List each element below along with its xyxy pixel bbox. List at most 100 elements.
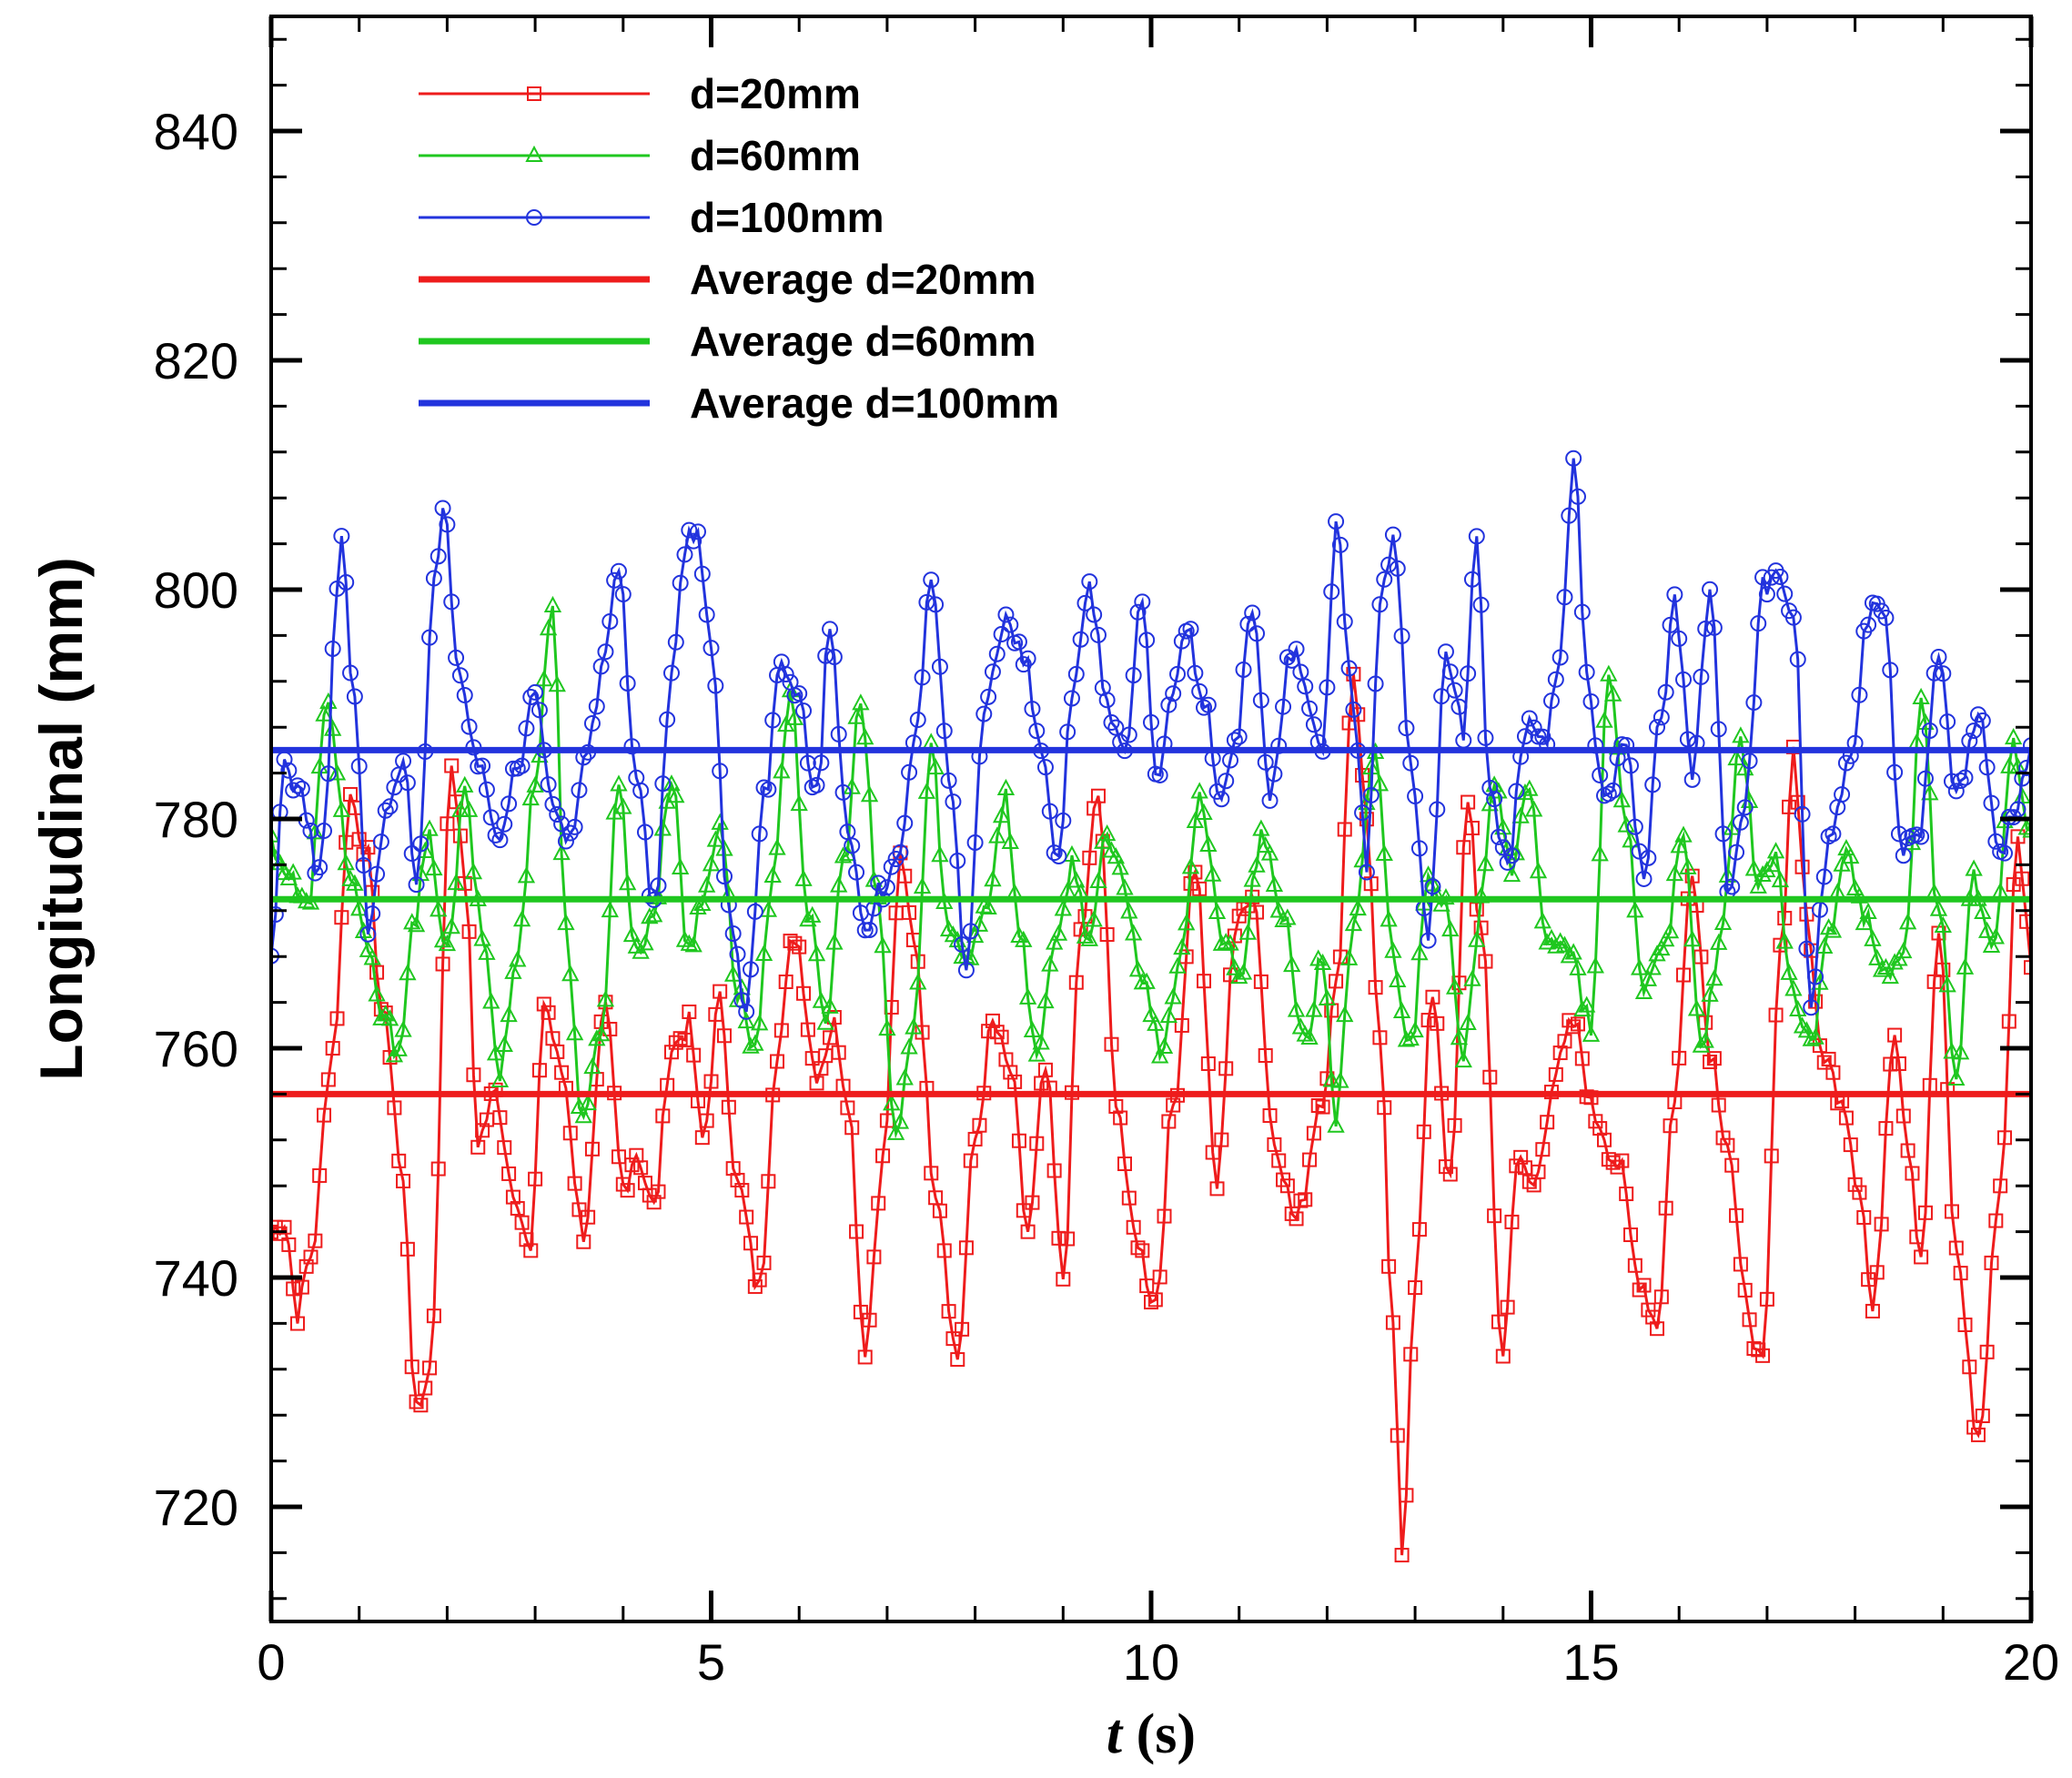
data-point bbox=[1852, 1185, 1867, 1200]
data-point bbox=[557, 914, 575, 931]
data-point bbox=[470, 1139, 486, 1155]
data-point bbox=[1336, 1005, 1354, 1023]
data-point bbox=[1797, 1021, 1816, 1038]
data-point bbox=[531, 745, 549, 763]
data-point bbox=[1085, 910, 1103, 927]
data-point bbox=[583, 1056, 601, 1075]
data-point bbox=[1591, 844, 1609, 862]
data-point bbox=[1874, 1217, 1889, 1232]
data-point bbox=[1649, 719, 1666, 736]
data-point bbox=[1727, 748, 1745, 766]
data-point bbox=[1776, 585, 1794, 602]
legend-label: Average d=100mm bbox=[690, 379, 1059, 427]
data-point bbox=[1138, 631, 1156, 649]
data-point bbox=[1516, 728, 1533, 745]
data-point bbox=[1885, 953, 1904, 970]
data-point bbox=[1503, 847, 1521, 864]
data-point bbox=[1063, 690, 1080, 707]
data-point bbox=[1824, 825, 1842, 843]
data-point bbox=[1900, 1143, 1915, 1158]
data-point bbox=[1912, 687, 1930, 704]
y-axis-label: Longitudinal (mm) bbox=[27, 557, 95, 1081]
data-point bbox=[878, 1018, 896, 1036]
data-point bbox=[1988, 1213, 2004, 1228]
data-point bbox=[1086, 606, 1103, 623]
data-point bbox=[1450, 698, 1468, 715]
data-point bbox=[2009, 801, 2027, 818]
data-point bbox=[967, 1131, 983, 1147]
data-point bbox=[874, 936, 892, 954]
data-point bbox=[1041, 955, 1059, 972]
data-point bbox=[1623, 1227, 1639, 1243]
data-point bbox=[1905, 1166, 1920, 1181]
data-point bbox=[1080, 929, 1098, 946]
data-point bbox=[1459, 1013, 1477, 1030]
data-point bbox=[1617, 815, 1635, 833]
data-point bbox=[970, 914, 989, 932]
data-point bbox=[1495, 1349, 1511, 1364]
data-point bbox=[430, 548, 447, 565]
data-point bbox=[738, 1003, 755, 1020]
data-point bbox=[1500, 1299, 1515, 1315]
data-point bbox=[548, 675, 566, 692]
data-point bbox=[1420, 932, 1437, 949]
data-point bbox=[754, 944, 773, 962]
data-point bbox=[425, 570, 442, 587]
data-point bbox=[456, 775, 474, 793]
data-point bbox=[1375, 844, 1393, 861]
data-point bbox=[1190, 782, 1208, 799]
data-point bbox=[1768, 1007, 1784, 1023]
data-point bbox=[334, 910, 349, 925]
data-point bbox=[1865, 1303, 1880, 1318]
data-point bbox=[464, 863, 483, 880]
data-point bbox=[892, 844, 909, 861]
data-point bbox=[1019, 650, 1036, 667]
data-point bbox=[1705, 969, 1723, 986]
data-point bbox=[281, 1237, 297, 1252]
data-point bbox=[800, 1022, 815, 1037]
data-point bbox=[1570, 1016, 1585, 1032]
data-point bbox=[606, 571, 623, 589]
data-point bbox=[1754, 864, 1772, 883]
data-point bbox=[1626, 901, 1644, 918]
data-point bbox=[1235, 661, 1252, 678]
data-point bbox=[2024, 960, 2031, 975]
data-point bbox=[632, 782, 650, 799]
data-point bbox=[1983, 794, 2000, 812]
data-point bbox=[303, 1249, 318, 1265]
data-point bbox=[685, 532, 702, 550]
data-point bbox=[1411, 1222, 1427, 1238]
data-point bbox=[1763, 855, 1781, 873]
data-point bbox=[618, 874, 637, 891]
data-point bbox=[1996, 1130, 2012, 1146]
data-point bbox=[870, 874, 887, 892]
data-point bbox=[677, 1032, 692, 1047]
data-point bbox=[1600, 664, 1618, 682]
data-point bbox=[1645, 1309, 1661, 1325]
data-point bbox=[329, 1011, 345, 1026]
data-point bbox=[509, 950, 527, 967]
data-point bbox=[681, 521, 698, 539]
data-point bbox=[1825, 1065, 1841, 1080]
data-point bbox=[901, 763, 918, 781]
data-point bbox=[1340, 660, 1358, 677]
data-point bbox=[482, 809, 500, 826]
data-point bbox=[1032, 1033, 1050, 1050]
data-point bbox=[1402, 754, 1420, 772]
data-point bbox=[1173, 632, 1190, 650]
data-point bbox=[689, 897, 707, 914]
data-point bbox=[844, 837, 861, 854]
data-point bbox=[519, 1232, 534, 1248]
data-point bbox=[1370, 774, 1390, 792]
legend-marker bbox=[525, 145, 543, 162]
data-point bbox=[1723, 878, 1741, 895]
data-point bbox=[1566, 1019, 1582, 1035]
data-point bbox=[561, 965, 580, 982]
data-point bbox=[1816, 1055, 1832, 1070]
data-point bbox=[941, 1304, 956, 1319]
data-point bbox=[447, 874, 465, 891]
data-point bbox=[2000, 756, 2018, 773]
data-point bbox=[482, 992, 500, 1009]
data-point bbox=[1099, 927, 1115, 943]
data-point bbox=[1513, 1149, 1529, 1165]
